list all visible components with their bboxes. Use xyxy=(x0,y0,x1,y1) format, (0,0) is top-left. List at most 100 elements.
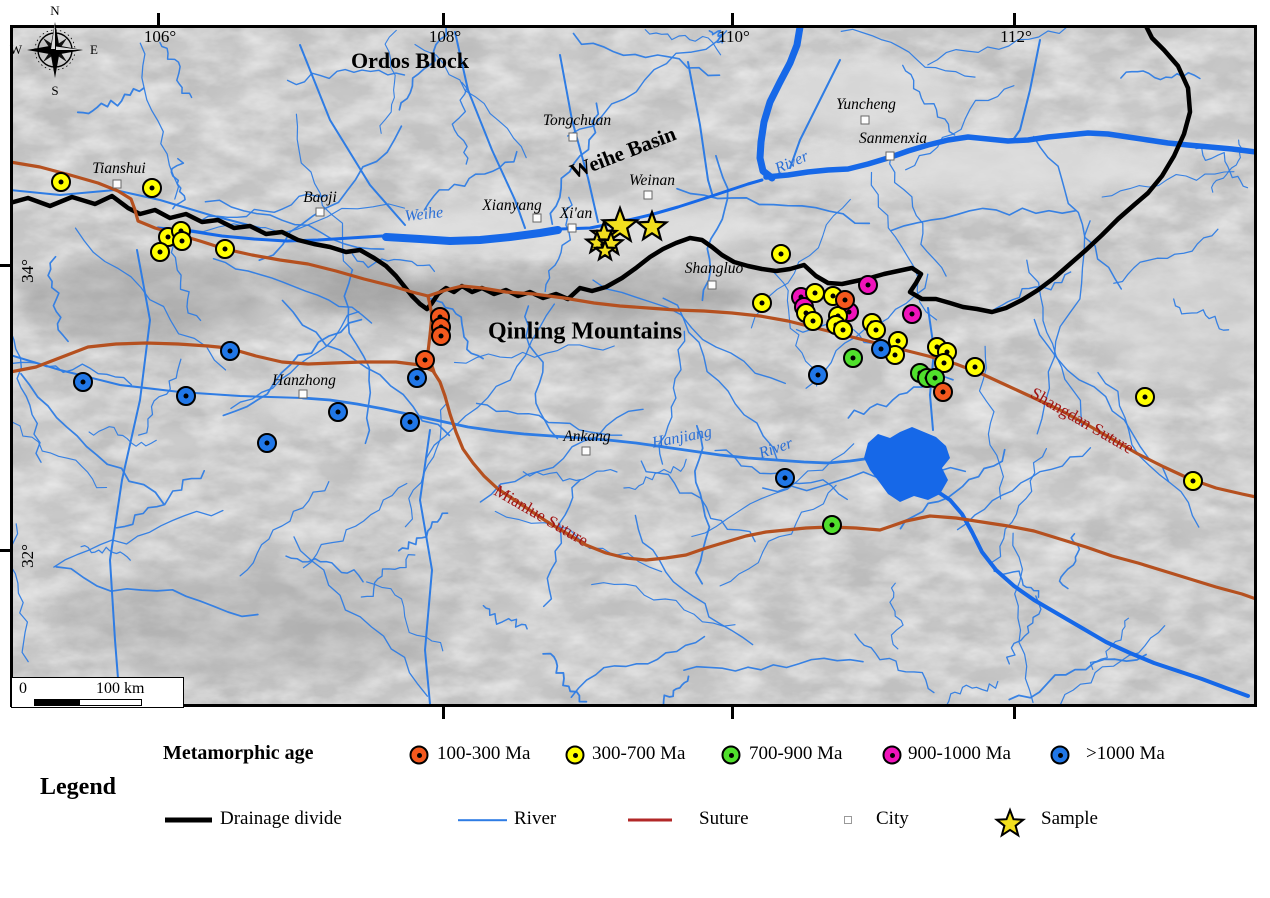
city-marker xyxy=(885,151,895,161)
drainage-divide-line xyxy=(10,25,1193,315)
city-marker xyxy=(581,446,591,456)
metamorphic-age-dot xyxy=(257,433,277,453)
scale-zero: 0 xyxy=(19,680,27,697)
legend-age-label: >1000 Ma xyxy=(1086,743,1165,764)
metamorphic-age-dot xyxy=(752,293,772,313)
legend-age-dot xyxy=(721,745,741,765)
metamorphic-age-dot xyxy=(771,244,791,264)
legend-item-label: Drainage divide xyxy=(220,808,342,829)
scale-distance: 100 km xyxy=(96,680,145,697)
legend-suture-swatch xyxy=(628,818,672,822)
metamorphic-age-dot xyxy=(142,178,162,198)
metamorphic-age-dot xyxy=(51,172,71,192)
scale-bar: 0 100 km xyxy=(11,677,184,708)
metamorphic-age-dot xyxy=(805,283,825,303)
legend-age-dot xyxy=(1050,745,1070,765)
metamorphic-age-dot xyxy=(400,412,420,432)
metamorphic-age-dot xyxy=(803,311,823,331)
longitude-label: 112° xyxy=(1000,27,1032,46)
region-label: Qinling Mountains xyxy=(487,318,683,345)
city-marker xyxy=(568,132,578,142)
compass-rose: N S W E xyxy=(10,3,98,98)
scale-bar-filled-half xyxy=(35,700,80,705)
metamorphic-age-dot xyxy=(965,357,985,377)
metamorphic-age-dot xyxy=(933,382,953,402)
metamorphic-age-dot xyxy=(902,304,922,324)
metamorphic-age-dot xyxy=(220,341,240,361)
city-marker xyxy=(532,213,542,223)
longitude-tick-bottom xyxy=(442,707,445,719)
legend-city-swatch xyxy=(844,816,852,824)
latitude-tick xyxy=(0,264,11,267)
longitude-label: 108° xyxy=(428,27,462,46)
city-label: Hanzhong xyxy=(272,372,336,389)
map-canvas xyxy=(10,25,1257,707)
legend-river-swatch xyxy=(458,819,507,821)
metamorphic-age-dot xyxy=(871,339,891,359)
city-marker xyxy=(298,389,308,399)
legend-item-label: River xyxy=(514,808,557,829)
metamorphic-age-dot xyxy=(407,368,427,388)
legend-age-label: 700-900 Ma xyxy=(749,743,843,764)
city-label: Ankang xyxy=(563,428,611,445)
legend-item-label: Sample xyxy=(1041,808,1098,829)
mianlue-suture-line xyxy=(10,341,1257,601)
city-label: Tianshui xyxy=(92,160,146,177)
city-marker xyxy=(315,207,325,217)
legend-age-dot xyxy=(882,745,902,765)
latitude-tick xyxy=(0,549,11,552)
scale-bar-rule xyxy=(34,699,142,706)
longitude-tick-bottom xyxy=(731,707,734,719)
legend-age-label: 100-300 Ma xyxy=(437,743,531,764)
longitude-tick xyxy=(442,13,445,26)
reservoir xyxy=(864,427,950,502)
metamorphic-age-dot xyxy=(415,350,435,370)
metamorphic-age-dot xyxy=(843,348,863,368)
city-marker xyxy=(707,280,717,290)
latitude-label: 32° xyxy=(18,544,37,568)
legend-item-label: Suture xyxy=(699,808,749,829)
city-label: Yuncheng xyxy=(836,96,896,113)
compass-e: E xyxy=(90,42,98,57)
city-marker xyxy=(643,190,653,200)
legend-age-dot xyxy=(565,745,585,765)
city-label: Sanmenxia xyxy=(858,130,928,147)
metamorphic-age-dot xyxy=(808,365,828,385)
legend-age-title: Metamorphic age xyxy=(163,742,314,764)
metamorphic-age-dot xyxy=(172,231,192,251)
region-label: Ordos Block xyxy=(351,48,469,73)
metamorphic-age-dot xyxy=(866,320,886,340)
latitude-label: 34° xyxy=(18,259,37,283)
metamorphic-age-dot xyxy=(822,515,842,535)
legend-item-label: City xyxy=(876,808,909,829)
longitude-label: 106° xyxy=(143,27,177,46)
compass-main-star xyxy=(27,22,83,78)
city-label: Shangluo xyxy=(684,260,744,277)
metamorphic-age-dot xyxy=(150,242,170,262)
metamorphic-age-dot xyxy=(835,290,855,310)
compass-n: N xyxy=(50,3,60,18)
city-label: Xianyang xyxy=(482,197,542,214)
longitude-tick xyxy=(157,13,160,26)
city-marker xyxy=(860,115,870,125)
metamorphic-age-dot xyxy=(1135,387,1155,407)
longitude-tick xyxy=(731,13,734,26)
city-label: Xi'an xyxy=(559,205,593,222)
legend-age-label: 900-1000 Ma xyxy=(908,743,1011,764)
metamorphic-age-dot xyxy=(1183,471,1203,491)
metamorphic-age-dot xyxy=(833,320,853,340)
metamorphic-age-dot xyxy=(431,326,451,346)
metamorphic-age-dot xyxy=(858,275,878,295)
legend-divide-swatch xyxy=(165,817,212,823)
compass-w: W xyxy=(10,42,23,57)
longitude-tick-bottom xyxy=(1013,707,1016,719)
legend-age-dot xyxy=(409,745,429,765)
compass-s: S xyxy=(51,83,58,98)
city-marker xyxy=(112,179,122,189)
legend-sample-star xyxy=(993,807,1027,838)
metamorphic-age-dot xyxy=(775,468,795,488)
longitude-tick xyxy=(1013,13,1016,26)
metamorphic-age-dot xyxy=(328,402,348,422)
metamorphic-age-dot xyxy=(73,372,93,392)
